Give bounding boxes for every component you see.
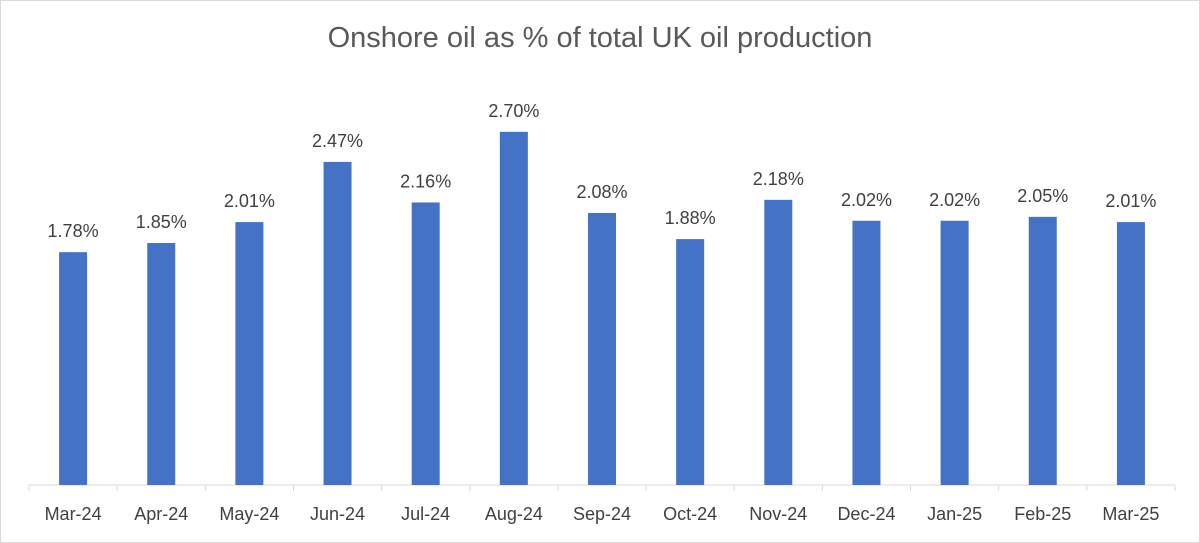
data-label-mar-25: 2.01% [1105, 191, 1156, 211]
bar-aug-24 [499, 131, 528, 485]
x-tick-label-jan-25: Jan-25 [927, 504, 982, 524]
x-tick-label-apr-24: Apr-24 [134, 504, 188, 524]
data-label-oct-24: 1.88% [665, 208, 716, 228]
x-tick-label-mar-25: Mar-25 [1102, 504, 1159, 524]
data-label-jan-25: 2.02% [929, 190, 980, 210]
data-label-apr-24: 1.85% [136, 212, 187, 232]
x-tick-label-jul-24: Jul-24 [401, 504, 450, 524]
bar-mar-24 [59, 252, 88, 485]
x-tick-label-sep-24: Sep-24 [573, 504, 631, 524]
bar-jun-24 [323, 161, 352, 485]
data-label-jul-24: 2.16% [400, 171, 451, 191]
data-label-sep-24: 2.08% [576, 182, 627, 202]
bar-oct-24 [676, 239, 705, 485]
x-tick-label-jun-24: Jun-24 [310, 504, 365, 524]
data-label-nov-24: 2.18% [753, 169, 804, 189]
x-tick-label-feb-25: Feb-25 [1014, 504, 1071, 524]
x-tick-label-dec-24: Dec-24 [837, 504, 895, 524]
chart-title: Onshore oil as % of total UK oil product… [327, 22, 873, 54]
bar-jan-25 [940, 220, 969, 485]
data-label-mar-24: 1.78% [48, 221, 99, 241]
bar-may-24 [235, 222, 264, 486]
bar-jul-24 [411, 202, 440, 486]
bar-apr-24 [147, 243, 176, 485]
bar-mar-25 [1116, 222, 1145, 486]
bar-feb-25 [1028, 216, 1057, 486]
x-tick-label-aug-24: Aug-24 [485, 504, 543, 524]
bar-nov-24 [764, 199, 793, 485]
data-label-jun-24: 2.47% [312, 131, 363, 151]
data-label-may-24: 2.01% [224, 191, 275, 211]
bar-dec-24 [852, 220, 881, 485]
bar-sep-24 [588, 212, 616, 485]
x-tick-label-oct-24: Oct-24 [663, 504, 717, 524]
x-tick-label-nov-24: Nov-24 [749, 504, 807, 524]
x-tick-label-may-24: May-24 [219, 504, 279, 524]
data-label-aug-24: 2.70% [488, 101, 539, 121]
x-tick-label-mar-24: Mar-24 [45, 504, 102, 524]
data-label-dec-24: 2.02% [841, 190, 892, 210]
data-label-feb-25: 2.05% [1017, 186, 1068, 206]
